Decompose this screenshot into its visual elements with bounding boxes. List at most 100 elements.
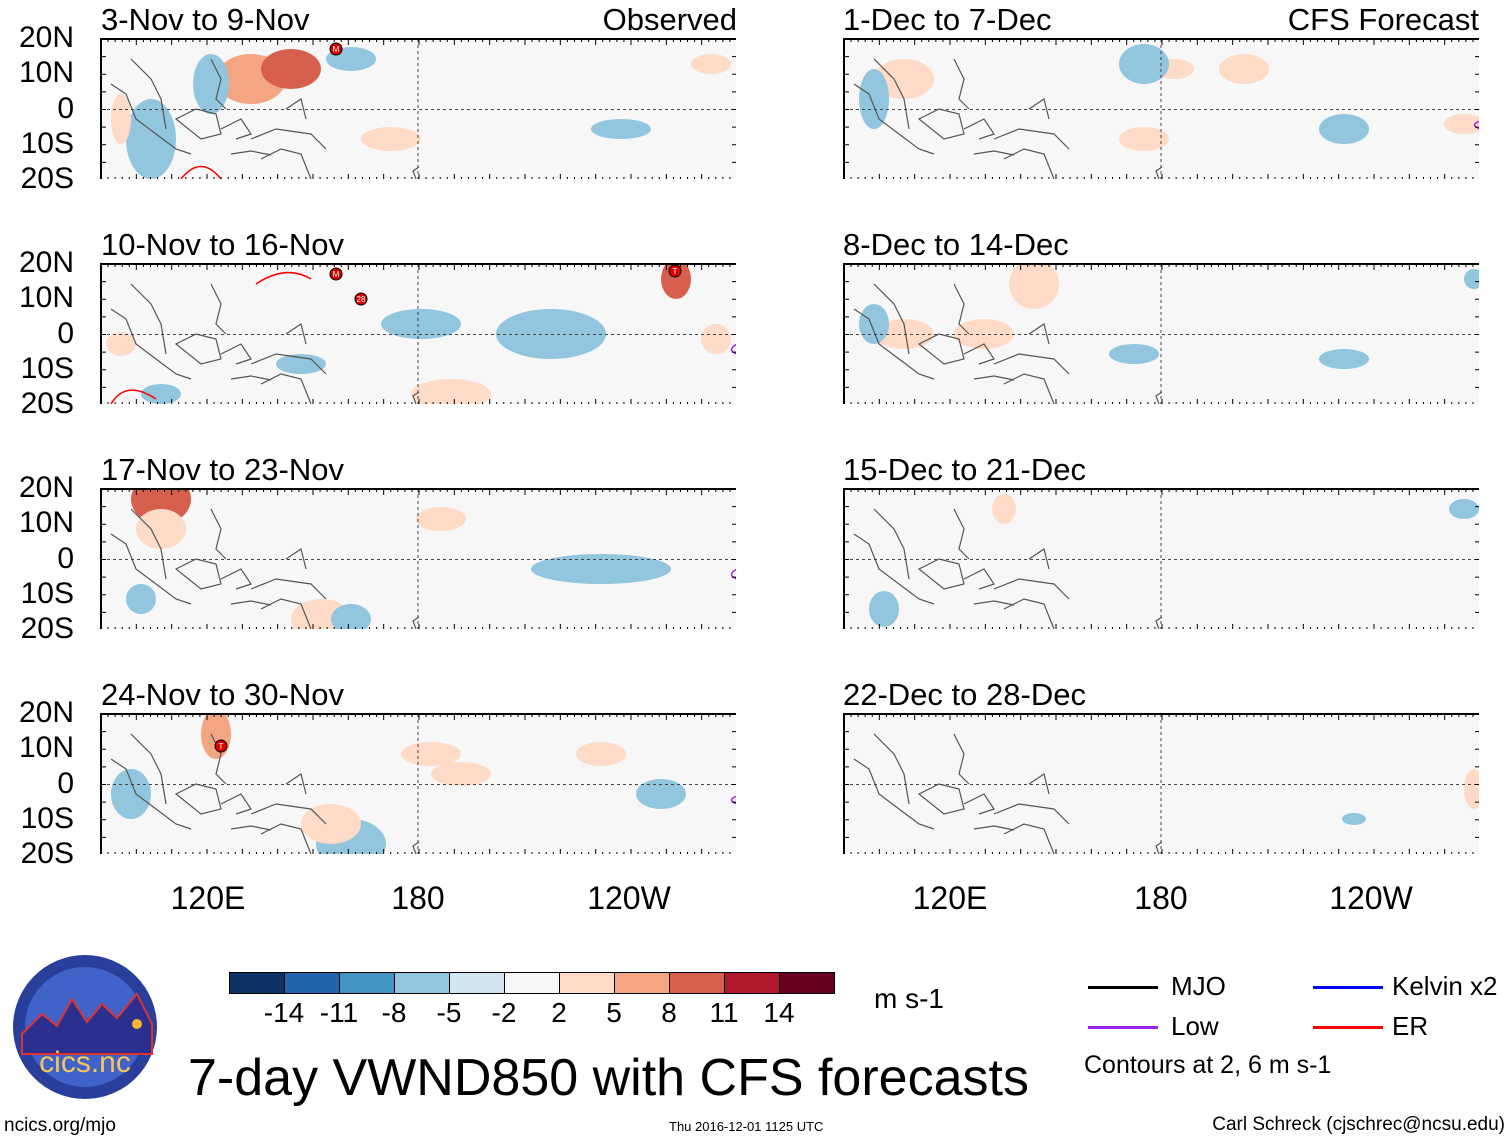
- storm-marker: [354, 292, 368, 306]
- lat-tick-label: 20N: [18, 21, 74, 54]
- coastline: [963, 343, 995, 365]
- anomaly-region: [1444, 114, 1479, 134]
- panel-title-5: 8-Dec to 14-Dec: [843, 227, 1069, 262]
- coastline: [210, 283, 227, 335]
- coastline: [993, 353, 1070, 375]
- colorbar-swatch: [669, 972, 725, 994]
- coastline: [412, 616, 420, 629]
- anomaly-region: [992, 494, 1016, 524]
- legend-line-kelvin: [1313, 986, 1383, 989]
- panel-title-1: 10-Nov to 16-Nov: [101, 227, 344, 262]
- lon-tick-label: 120E: [170, 880, 246, 916]
- anomaly-region: [701, 324, 731, 354]
- coastline: [260, 598, 312, 629]
- map-panel-forecast-1: [843, 38, 1479, 179]
- coastline: [230, 600, 272, 606]
- coastline: [130, 508, 167, 580]
- lat-tick-label: 10N: [18, 506, 74, 540]
- anomaly-region: [1009, 263, 1059, 309]
- coastline: [210, 508, 227, 560]
- coastline: [853, 758, 935, 830]
- anomaly-region: [1219, 54, 1269, 84]
- coastline: [1003, 823, 1055, 854]
- anomaly-region: [361, 127, 421, 151]
- coastline: [412, 166, 420, 179]
- observed-label: Observed: [602, 2, 737, 37]
- anomaly-region: [331, 604, 371, 629]
- anomaly-region: [531, 554, 671, 584]
- coastline: [973, 600, 1015, 606]
- coastline: [250, 128, 327, 150]
- storm-marker-label: 28: [357, 295, 366, 304]
- coastline: [230, 375, 272, 381]
- coastline: [973, 375, 1015, 381]
- coastline: [285, 323, 307, 345]
- coastline: [953, 733, 970, 785]
- colorbar-tick-label: -14: [263, 997, 305, 1028]
- legend-line-low: [1088, 1026, 1158, 1029]
- coastline: [953, 58, 970, 110]
- colorbar-swatch: [284, 972, 340, 994]
- logo-text: cics.nc: [39, 1046, 131, 1079]
- anomaly-region: [126, 99, 176, 179]
- er-contour: [180, 165, 222, 179]
- legend-label-mjo: MJO: [1171, 971, 1226, 1001]
- coastline: [1003, 598, 1055, 629]
- coastline: [973, 150, 1015, 156]
- coastline: [917, 108, 965, 140]
- colorbar-tick-label: -5: [436, 997, 462, 1028]
- coastline: [1155, 391, 1163, 404]
- panel-title-2: 17-Nov to 23-Nov: [101, 452, 344, 487]
- colorbar-swatch: [614, 972, 670, 994]
- colorbar-swatch: [779, 972, 835, 994]
- map-panel-forecast-3: [843, 488, 1479, 629]
- anomaly-region: [636, 779, 686, 809]
- lat-tick-label: 20N: [18, 696, 74, 729]
- anomaly-region: [136, 509, 186, 549]
- coastline: [963, 793, 995, 815]
- colorbar-tick-label: -8: [381, 997, 407, 1028]
- coastline: [993, 128, 1070, 150]
- lat-tick-label: 10S: [20, 576, 74, 610]
- anomaly-region: [301, 804, 361, 844]
- er-contour: [255, 271, 312, 285]
- anomaly-region: [591, 119, 651, 139]
- anomaly-region: [1319, 114, 1369, 144]
- storm-marker: [329, 267, 343, 281]
- anomaly-region: [193, 54, 229, 114]
- lat-tick-label: 20S: [20, 162, 74, 195]
- lat-tick-label: 0: [57, 766, 74, 800]
- coastline: [873, 508, 910, 580]
- anomaly-region: [111, 94, 131, 144]
- coastline: [853, 83, 935, 155]
- colorbar-tick-label: 2: [551, 997, 567, 1028]
- url-link[interactable]: ncics.org/mjo: [4, 1115, 116, 1136]
- legend-label-low: Low: [1171, 1011, 1219, 1041]
- coastline: [130, 58, 167, 130]
- anomaly-region: [1119, 127, 1169, 151]
- storm-marker-label: M: [333, 270, 340, 279]
- anomaly-region: [874, 59, 934, 99]
- coastline: [130, 283, 167, 355]
- lon-tick-label: 180: [1134, 880, 1188, 916]
- coastline: [110, 758, 192, 830]
- anomaly-region: [106, 332, 136, 356]
- anomaly-region: [1464, 769, 1479, 809]
- anomaly-region: [381, 309, 461, 339]
- coastline: [953, 283, 970, 335]
- anomaly-region: [261, 49, 321, 89]
- coastline: [963, 568, 995, 590]
- coastline: [174, 108, 222, 140]
- coastline: [993, 578, 1070, 600]
- colorbar-unit: m s-1: [874, 983, 944, 1014]
- coastline: [260, 373, 312, 404]
- coastline: [1155, 166, 1163, 179]
- timestamp: Thu 2016-12-01 1125 UTC: [669, 1119, 824, 1134]
- coastline: [963, 118, 995, 140]
- storm-marker: [214, 739, 228, 753]
- coastline: [1028, 323, 1050, 345]
- coastline: [260, 823, 312, 854]
- lon-tick-label: 120W: [1329, 880, 1413, 916]
- coastline: [285, 548, 307, 570]
